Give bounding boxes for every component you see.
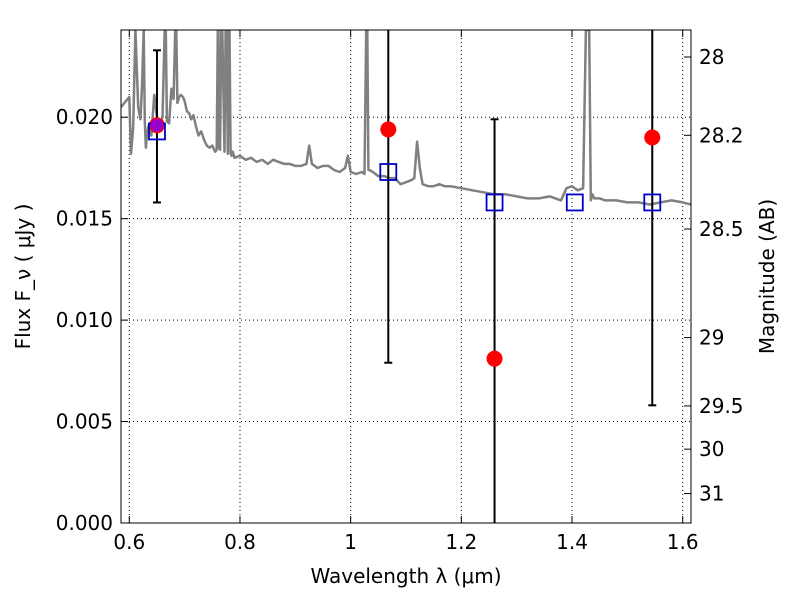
grid-lines — [121, 30, 691, 524]
synthetic-point — [485, 193, 504, 212]
right-tick-label: 28 — [699, 45, 724, 69]
overlap-point — [150, 118, 164, 132]
y-tick-label: 0.000 — [56, 511, 113, 535]
observed-point — [486, 350, 503, 367]
x-tick-label: 0.6 — [113, 530, 145, 554]
plot-frame — [120, 29, 692, 524]
y-tick-label: 0.005 — [56, 410, 113, 434]
x-tick-label: 1.4 — [556, 530, 588, 554]
right-tick-label: 31 — [699, 482, 724, 506]
x-tick-label: 1.2 — [445, 530, 477, 554]
axis-ticks: 0.6 0.8 1 1.2 1.4 1.6 0.000 0.005 0.010 0.015 0.02… — [56, 30, 744, 554]
right-tick-label: 28.2 — [699, 123, 744, 147]
right-tick-label: 29.5 — [699, 394, 744, 418]
x-axis-label: Wavelength λ (μm) — [310, 564, 501, 588]
model-spectrum-line — [121, 30, 691, 206]
right-tick-label: 28.5 — [699, 217, 744, 241]
synthetic-point — [379, 163, 398, 181]
synthetic-point — [643, 193, 662, 212]
right-axis-label: Magnitude (AB) — [755, 199, 779, 354]
y-axis-label: Flux F_ν ( μJy ) — [11, 204, 35, 350]
y-tick-label: 0.020 — [56, 105, 113, 129]
observed-point — [644, 129, 661, 146]
x-tick-label: 1 — [344, 530, 357, 554]
y-tick-label: 0.010 — [56, 308, 113, 332]
plot-data — [121, 30, 691, 523]
right-tick-label: 30 — [699, 437, 724, 461]
right-tick-label: 29 — [699, 326, 724, 350]
x-tick-label: 0.8 — [224, 530, 256, 554]
y-tick-label: 0.015 — [56, 207, 113, 231]
observed-point — [380, 121, 397, 138]
x-tick-label: 1.6 — [667, 530, 699, 554]
synthetic-point — [565, 193, 584, 212]
